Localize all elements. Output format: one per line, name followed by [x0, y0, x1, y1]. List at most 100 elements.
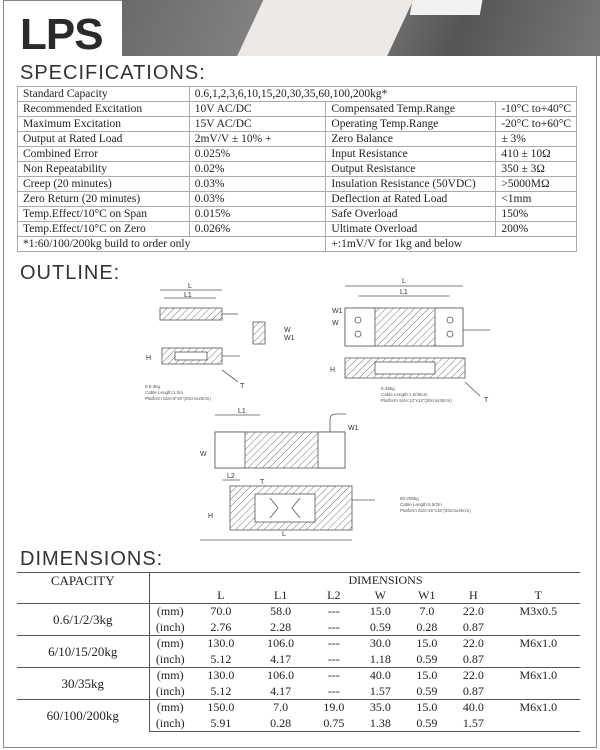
- value-cell: [497, 684, 580, 700]
- value-cell: 7.0: [403, 603, 451, 620]
- unit-cell: (inch): [155, 683, 185, 698]
- spec-value: <1mm: [495, 191, 577, 207]
- spec-label: Temp.Effect/10°C on Zero: [17, 221, 190, 237]
- spec-value: 0.025%: [188, 146, 327, 162]
- dim-label-W1: W1: [284, 335, 295, 342]
- spec-value: 0.03%: [188, 191, 327, 207]
- column-header: L2: [327, 588, 341, 602]
- value-cell: 106.0: [250, 667, 311, 684]
- value-cell: 130.0: [191, 635, 251, 652]
- unit-cell: (mm): [149, 635, 191, 652]
- value-cell: 2.76: [210, 619, 232, 634]
- small-cell-top-view: [159, 307, 223, 321]
- caption-line: Cable Length:1.5/46cm: [381, 392, 428, 397]
- dim-label-L2: L2: [227, 473, 235, 480]
- caption-line: Cable Length:5.5/2m: [400, 502, 442, 507]
- value-cell: 2.28: [270, 619, 292, 634]
- dim-label-T: T: [484, 397, 489, 404]
- dim-label-L1: L1: [400, 289, 408, 296]
- dimensions-heading: DIMENSIONS:: [20, 548, 164, 570]
- spec-row: Recommended Excitation 10V AC/DC Compensat…: [17, 101, 577, 117]
- spec-label: Output Resistance: [325, 161, 497, 177]
- dim-label-H: H: [146, 355, 151, 362]
- dimension-row: (inch) 5.12 4.17 --- 1.57 0.59 0.87: [17, 684, 580, 700]
- column-header: W1: [418, 588, 436, 602]
- column-header: H: [468, 588, 478, 602]
- caption-line: 6-35kg: [381, 386, 395, 391]
- unit-cell: (inch): [155, 619, 185, 634]
- dim-label-H: H: [208, 513, 213, 520]
- dim-label-W1: W1: [332, 308, 343, 315]
- value-cell: 58.0: [250, 603, 311, 620]
- spec-label: Deflection at Rated Load: [325, 191, 497, 207]
- value-cell: 15.0: [357, 603, 404, 620]
- spec-value: 150%: [495, 206, 577, 222]
- value-cell: 0.87: [462, 651, 484, 666]
- spec-row: Zero Return (20 minutes) 0.03% Deflection …: [17, 191, 577, 207]
- value-cell: ---: [327, 651, 340, 666]
- dimension-row: (inch) 5.91 0.28 0.75 1.38 0.59 1.57: [17, 715, 580, 732]
- spec-value: 410 ± 10Ω: [495, 146, 577, 162]
- value-cell: 15.0: [403, 635, 451, 652]
- spec-label: Creep (20 minutes): [17, 176, 190, 192]
- spec-label: Zero Balance: [325, 131, 497, 147]
- spec-label: Zero Return (20 minutes): [17, 191, 190, 207]
- dim-label-L: L: [282, 531, 286, 538]
- value-cell: 1.38: [357, 715, 404, 732]
- spec-label: Standard Capacity: [17, 86, 190, 102]
- unit-cell: (mm): [149, 667, 191, 684]
- spec-value: ± 3%: [495, 131, 577, 147]
- value-cell: ---: [310, 635, 358, 652]
- value-cell: 1.18: [369, 651, 391, 666]
- value-cell: 130.0: [191, 667, 251, 684]
- spec-row: Output at Rated Load 2mV/V ± 10% + Zero Ba…: [17, 131, 577, 147]
- value-cell: 0.59: [369, 619, 391, 634]
- spec-label: Temp.Effect/10°C on Span: [17, 206, 190, 222]
- value-cell: 40.0: [450, 699, 497, 716]
- value-cell: 106.0: [250, 635, 311, 652]
- caption-line: 0.6-3kg: [145, 384, 161, 389]
- dim-label-L: L: [402, 278, 406, 285]
- value-cell: 150.0: [191, 699, 251, 716]
- spec-label: Combined Error: [17, 146, 190, 162]
- spec-label: Output at Rated Load: [17, 131, 190, 147]
- dimension-row: (inch) 5.12 4.17 --- 1.18 0.59 0.87: [17, 652, 580, 668]
- spec-value: 0.6,1,2,3,6,10,15,20,30,35,60,100,200kg*: [188, 86, 578, 102]
- value-cell: ---: [310, 603, 358, 620]
- spec-value: 0.015%: [188, 206, 327, 222]
- dim-label-T: T: [240, 383, 245, 390]
- value-cell: 15.0: [403, 699, 451, 716]
- value-cell: 0.87: [462, 683, 484, 698]
- spec-row: Standard Capacity 0.6,1,2,3,6,10,15,20,30…: [17, 86, 578, 102]
- spec-value: 0.02%: [188, 161, 327, 177]
- value-cell: M6x1.0: [496, 699, 580, 716]
- value-cell: 7.0: [250, 699, 311, 716]
- value-cell: ---: [327, 683, 340, 698]
- spec-label: Safe Overload: [325, 206, 497, 222]
- dim-label-W: W: [332, 320, 339, 327]
- value-cell: 15.0: [403, 667, 451, 684]
- unit-cell: (mm): [149, 699, 191, 716]
- spec-label: Maximum Excitation: [17, 116, 190, 132]
- value-cell: 0.59: [416, 651, 438, 666]
- spec-row: Temp.Effect/10°C on Span 0.015% Safe Overl…: [17, 206, 577, 222]
- spec-row: Maximum Excitation 15V AC/DC Operating Tem…: [17, 116, 577, 132]
- spec-value: -20°C to+60°C: [495, 116, 577, 132]
- product-title: LPS: [20, 10, 104, 59]
- value-cell: 70.0: [191, 603, 251, 620]
- value-cell: 5.12: [210, 683, 232, 698]
- spec-label: Non Repeatability: [17, 161, 190, 177]
- dim-label-W: W: [284, 327, 291, 334]
- value-cell: 35.0: [357, 699, 404, 716]
- specifications-table: Standard Capacity 0.6,1,2,3,6,10,15,20,30…: [16, 86, 578, 252]
- dimension-row: 6/10/15/20kg (mm) 130.0 106.0 --- 30.0 15.0 22.…: [17, 635, 580, 668]
- spec-value: 200%: [495, 221, 577, 237]
- spec-label: Operating Temp.Range: [325, 116, 497, 132]
- value-cell: 0.59: [403, 715, 451, 732]
- value-cell: [497, 620, 580, 636]
- value-cell: 22.0: [450, 667, 497, 684]
- caption-line: 60-200kg: [400, 496, 419, 501]
- dimension-row: (inch) 2.76 2.28 --- 0.59 0.28 0.87: [17, 620, 580, 636]
- value-cell: M6x1.0: [496, 635, 580, 652]
- dim-label-H: H: [330, 367, 335, 374]
